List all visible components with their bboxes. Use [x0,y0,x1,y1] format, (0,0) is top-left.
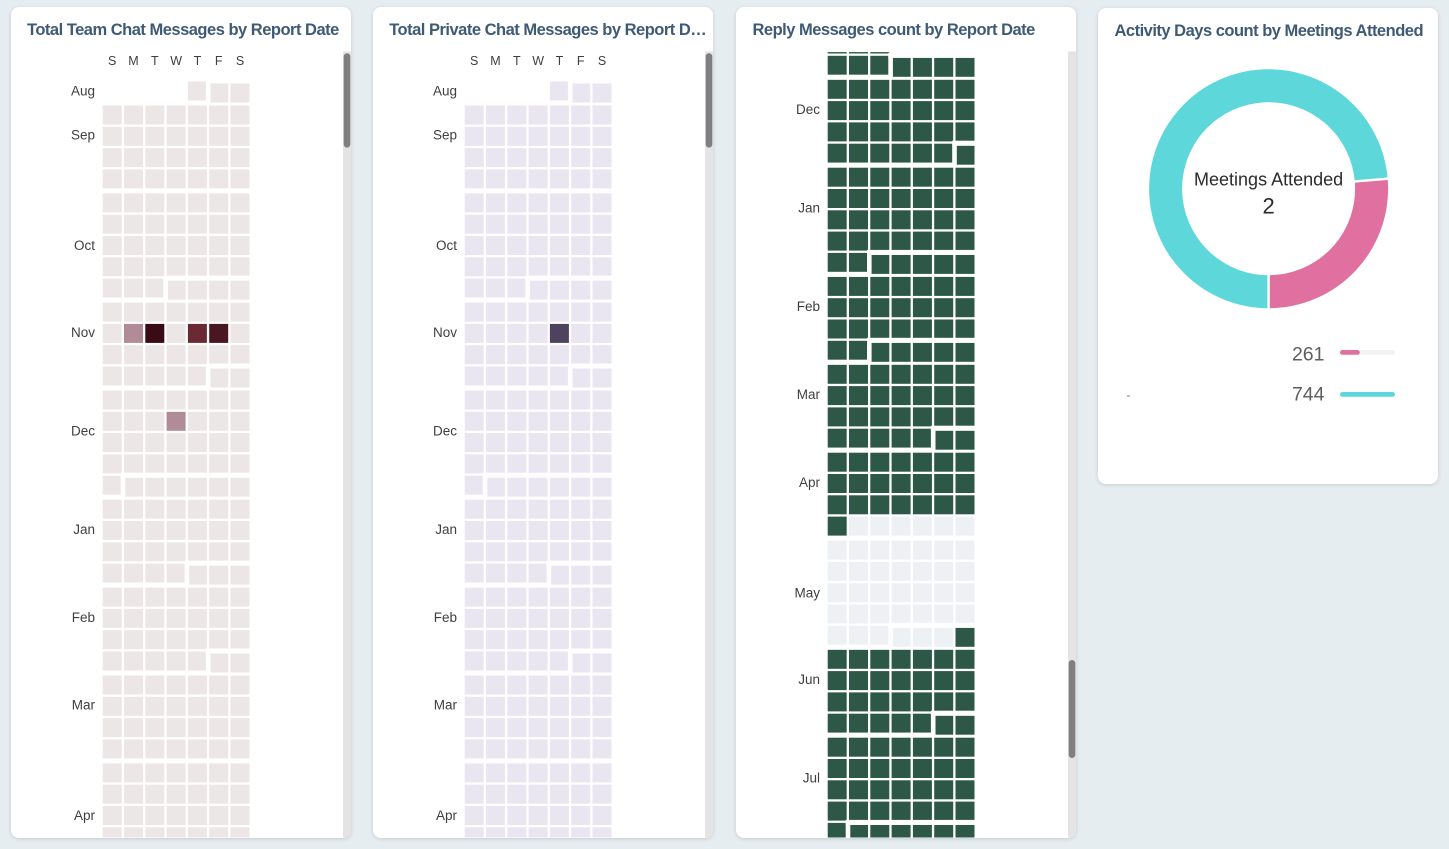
svg-text:Oct: Oct [73,238,94,253]
svg-text:Aug: Aug [433,84,457,99]
svg-text:F: F [214,54,222,68]
svg-text:T: T [150,54,158,68]
svg-text:-: - [1126,388,1130,402]
svg-text:Jan: Jan [73,522,95,537]
svg-text:Mar: Mar [71,698,95,713]
svg-text:261: 261 [1292,344,1325,366]
svg-text:M: M [128,54,138,68]
svg-text:W: W [532,54,544,68]
svg-text:Mar: Mar [433,698,457,713]
svg-text:Mar: Mar [797,387,821,402]
svg-text:S: S [598,54,606,68]
svg-text:Oct: Oct [436,238,457,253]
svg-text:744: 744 [1292,384,1325,406]
svg-text:Feb: Feb [71,610,94,625]
svg-text:May: May [794,585,820,600]
svg-text:S: S [108,54,116,68]
svg-text:Apr: Apr [436,808,458,823]
svg-text:Aug: Aug [70,84,94,99]
svg-text:Jul: Jul [803,771,820,786]
svg-text:Apr: Apr [73,808,95,823]
svg-text:S: S [235,54,243,68]
svg-text:Sep: Sep [433,128,457,143]
svg-text:Feb: Feb [433,610,456,625]
svg-text:Meetings Attended: Meetings Attended [1194,170,1343,190]
svg-text:Jun: Jun [798,672,820,687]
svg-text:M: M [490,54,500,68]
svg-text:Dec: Dec [796,102,820,117]
svg-text:S: S [470,54,478,68]
svg-text:Apr: Apr [799,475,821,490]
svg-text:Jan: Jan [798,201,820,216]
svg-text:T: T [193,54,201,68]
svg-text:Dec: Dec [433,423,457,438]
svg-text:T: T [513,54,521,68]
svg-text:T: T [555,54,563,68]
svg-text:Sep: Sep [70,128,94,143]
svg-text:Nov: Nov [70,325,94,340]
svg-text:Nov: Nov [433,325,457,340]
svg-text:F: F [577,54,585,68]
svg-text:W: W [170,54,182,68]
svg-text:Dec: Dec [70,423,94,438]
svg-text:Feb: Feb [797,299,820,314]
svg-text:Jan: Jan [435,522,457,537]
svg-text:2: 2 [1262,193,1274,218]
